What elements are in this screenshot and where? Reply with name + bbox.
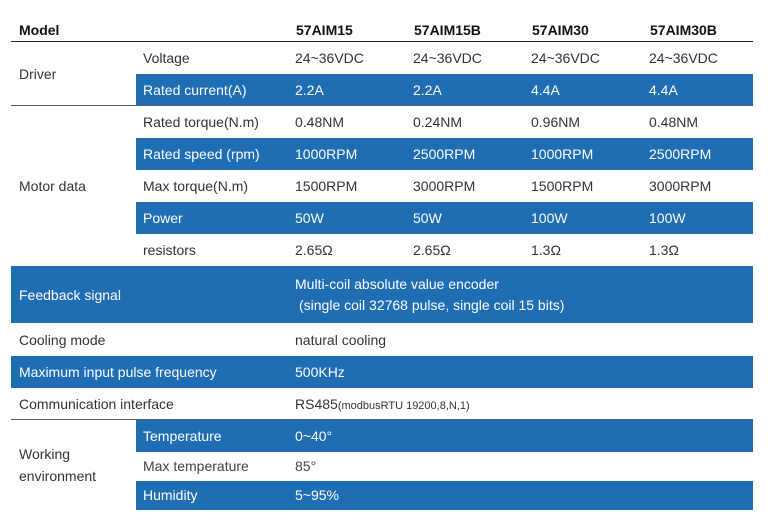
rated-torque-value-1: 0.48NM (295, 114, 345, 130)
max-torque-value-3: 1500RPM (531, 178, 594, 194)
humidity-value: 5~95% (295, 487, 339, 503)
pulse-row: Maximum input pulse frequency 500KHz (11, 356, 753, 388)
rated-speed-value-1: 1000RPM (295, 146, 358, 162)
voltage-value-2: 24~36VDC (413, 50, 482, 66)
voltage-label: Voltage (143, 50, 190, 66)
power-label: Power (143, 210, 183, 226)
rated-speed-value-2: 2500RPM (413, 146, 476, 162)
feedback-label: Feedback signal (19, 287, 121, 303)
model-col-2: 57AIM15B (414, 22, 481, 38)
pulse-label: Maximum input pulse frequency (19, 364, 217, 380)
power-value-3: 100W (531, 210, 568, 226)
rated-speed-label: Rated speed (rpm) (143, 146, 260, 162)
rated-current-value-1: 2.2A (295, 82, 324, 98)
voltage-value-1: 24~36VDC (295, 50, 364, 66)
comm-rule (11, 419, 753, 420)
resistors-value-3: 1.3Ω (531, 242, 561, 258)
rated-current-label: Rated current(A) (143, 82, 247, 98)
rated-current-value-3: 4.4A (531, 82, 560, 98)
feedback-row: Feedback signal Multi-coil absolute valu… (11, 266, 753, 323)
rated-current-row: Rated current(A) 2.2A 2.2A 4.4A 4.4A (136, 74, 753, 105)
max-temperature-value: 85° (295, 458, 317, 474)
power-value-4: 100W (649, 210, 686, 226)
model-col-4: 57AIM30B (650, 22, 717, 38)
rated-torque-value-3: 0.96NM (531, 114, 581, 130)
humidity-label: Humidity (143, 487, 198, 503)
max-torque-value-1: 1500RPM (295, 178, 358, 194)
motor-group-label: Motor data (19, 178, 86, 194)
max-torque-value-4: 3000RPM (649, 178, 712, 194)
feedback-value-line1: Multi-coil absolute value encoder (295, 276, 499, 292)
header-rule (11, 41, 753, 42)
cooling-label: Cooling mode (19, 332, 106, 348)
rated-current-value-4: 4.4A (649, 82, 678, 98)
temperature-value: 0~40° (295, 428, 333, 444)
temperature-label: Temperature (143, 428, 222, 444)
env-label-line1: Working (19, 446, 71, 462)
rated-speed-value-3: 1000RPM (531, 146, 594, 162)
model-col-3: 57AIM30 (532, 22, 589, 38)
pulse-value: 500KHz (295, 364, 345, 380)
rated-current-value-2: 2.2A (413, 82, 442, 98)
voltage-value-3: 24~36VDC (531, 50, 600, 66)
model-header: Model (19, 22, 60, 38)
voltage-value-4: 24~36VDC (649, 50, 718, 66)
rated-speed-row: Rated speed (rpm) 1000RPM 2500RPM 1000RP… (136, 138, 753, 170)
driver-rule (11, 105, 753, 106)
power-row: Power 50W 50W 100W 100W (136, 202, 753, 234)
driver-group-label: Driver (19, 66, 57, 82)
comm-detail: (modbusRTU 19200,8,N,1) (337, 400, 470, 412)
humidity-row: Humidity 5~95% (136, 481, 753, 510)
power-value-2: 50W (413, 210, 442, 226)
resistors-value-1: 2.65Ω (295, 242, 333, 258)
temperature-row: Temperature 0~40° (136, 420, 753, 452)
resistors-value-4: 1.3Ω (649, 242, 679, 258)
max-temperature-label: Max temperature (143, 458, 249, 474)
resistors-label: resistors (143, 242, 196, 258)
rated-torque-value-2: 0.24NM (413, 114, 463, 130)
comm-value: RS485(modbusRTU 19200,8,N,1) (295, 396, 470, 414)
max-torque-label: Max torque(N.m) (143, 178, 249, 194)
feedback-value-line2: (single coil 32768 pulse, single coil 15… (299, 297, 565, 313)
cooling-value: natural cooling (295, 332, 387, 348)
rated-torque-value-4: 0.48NM (649, 114, 699, 130)
power-value-1: 50W (295, 210, 324, 226)
model-col-1: 57AIM15 (296, 22, 353, 38)
comm-label: Communication interface (19, 396, 174, 412)
env-label-line2: environment (19, 468, 97, 484)
max-torque-value-2: 3000RPM (413, 178, 476, 194)
comm-protocol: RS485 (295, 396, 338, 412)
resistors-value-2: 2.65Ω (413, 242, 451, 258)
rated-speed-value-4: 2500RPM (649, 146, 712, 162)
rated-torque-label: Rated torque(N.m) (143, 114, 259, 130)
